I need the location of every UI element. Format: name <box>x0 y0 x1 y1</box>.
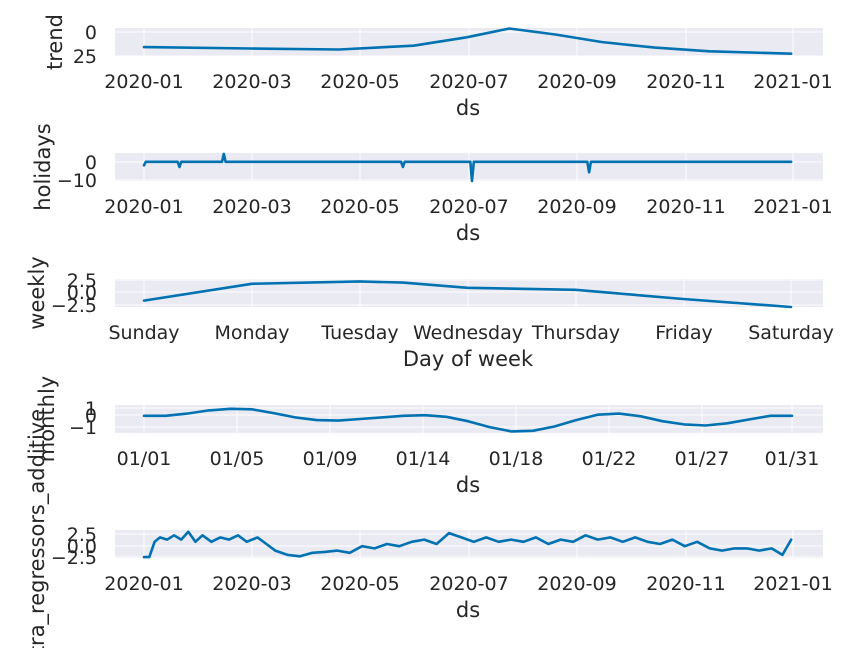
x-tick-label: 01/27 <box>675 448 730 470</box>
x-tick-label: 01/18 <box>489 448 544 470</box>
y-tick-label: 0 <box>85 152 97 174</box>
x-tick-label: 01/09 <box>303 448 358 470</box>
x-tick-label: 01/14 <box>396 448 451 470</box>
x-tick-label: 2021-01 <box>753 573 832 595</box>
series-line <box>142 280 793 309</box>
y-axis-title: extra_regressors_additive <box>25 409 50 648</box>
x-tick-label: 2020-05 <box>320 573 399 595</box>
x-tick-label: 01/31 <box>765 448 820 470</box>
x-tick-label: Saturday <box>748 322 834 344</box>
series-line <box>142 152 793 183</box>
y-tick-label: 0 <box>85 22 97 44</box>
x-tick-label: 2020-03 <box>212 196 291 218</box>
x-tick-label: 2020-09 <box>537 71 616 93</box>
x-axis-title: ds <box>456 598 480 622</box>
x-tick-label: 2020-03 <box>212 71 291 93</box>
series-line <box>142 530 793 559</box>
x-tick-label: 2021-01 <box>753 196 832 218</box>
y-tick-label: −2.5 <box>51 547 97 569</box>
x-tick-label: 2020-01 <box>104 196 183 218</box>
component-panel-4: 01/01 01/05 01/09 01/14 01/18 01/22 01/27 01/31… <box>35 376 823 497</box>
series-line <box>142 27 793 56</box>
x-tick-label: Wednesday <box>413 322 523 344</box>
component-panel-3: Sunday Monday Tuesday Wednesday Thursday Frid… <box>25 256 834 371</box>
x-tick-label: 01/05 <box>210 448 265 470</box>
y-tick-label: 0.0 <box>67 282 97 304</box>
y-tick-label: −10 <box>57 170 97 192</box>
x-tick-label: 2020-11 <box>646 71 725 93</box>
x-tick-label: 2020-05 <box>320 196 399 218</box>
x-tick-label: 2020-09 <box>537 573 616 595</box>
component-panel-5: 2020-01 2020-03 2020-05 2020-07 2020-09 2020-… <box>25 409 833 648</box>
y-tick-label: 0 <box>85 405 97 427</box>
y-axis-title: trend <box>43 14 67 70</box>
x-tick-label: Friday <box>655 322 713 344</box>
x-tick-label: Monday <box>214 322 289 344</box>
component-panel-2: 2020-01 2020-03 2020-05 2020-07 2020-09 2020-… <box>31 123 833 245</box>
series-line <box>142 407 794 433</box>
x-tick-label: 2020-01 <box>104 71 183 93</box>
x-tick-label: 2020-07 <box>429 573 508 595</box>
x-tick-label: 2020-03 <box>212 573 291 595</box>
x-axis-title: ds <box>456 473 480 497</box>
x-tick-label: 2020-05 <box>320 71 399 93</box>
y-tick-label: 1 <box>85 398 97 420</box>
plot-area <box>115 279 823 307</box>
x-axis-title: ds <box>456 96 480 120</box>
x-tick-label: Thursday <box>531 322 620 344</box>
x-tick-label: 01/01 <box>117 448 172 470</box>
x-tick-label: 2020-01 <box>104 573 183 595</box>
x-tick-label: 2021-01 <box>753 71 832 93</box>
x-tick-label: 2020-07 <box>429 71 508 93</box>
x-axis-title: Day of week <box>403 347 534 371</box>
x-tick-label: 2020-07 <box>429 196 508 218</box>
x-tick-label: 2020-09 <box>537 196 616 218</box>
y-tick-label: 2.5 <box>67 524 97 546</box>
x-tick-label: 2020-11 <box>646 573 725 595</box>
x-tick-label: 2020-11 <box>646 196 725 218</box>
x-tick-label: Tuesday <box>320 322 398 344</box>
x-axis-title: ds <box>456 221 480 245</box>
y-tick-label: 25 <box>73 46 97 68</box>
y-tick-label: 0.0 <box>67 536 97 558</box>
x-tick-label: Sunday <box>108 322 179 344</box>
component-panel-1: 2020-01 2020-03 2020-05 2020-07 2020-09 2020-… <box>43 14 833 120</box>
y-tick-label: 2.5 <box>67 270 97 292</box>
y-tick-label: −1 <box>69 417 97 439</box>
y-tick-label: −2.5 <box>51 295 97 317</box>
y-axis-title: weekly <box>25 256 49 329</box>
y-axis-title: holidays <box>31 123 55 210</box>
y-axis-title: monthly <box>35 376 59 462</box>
x-tick-label: 01/22 <box>582 448 637 470</box>
